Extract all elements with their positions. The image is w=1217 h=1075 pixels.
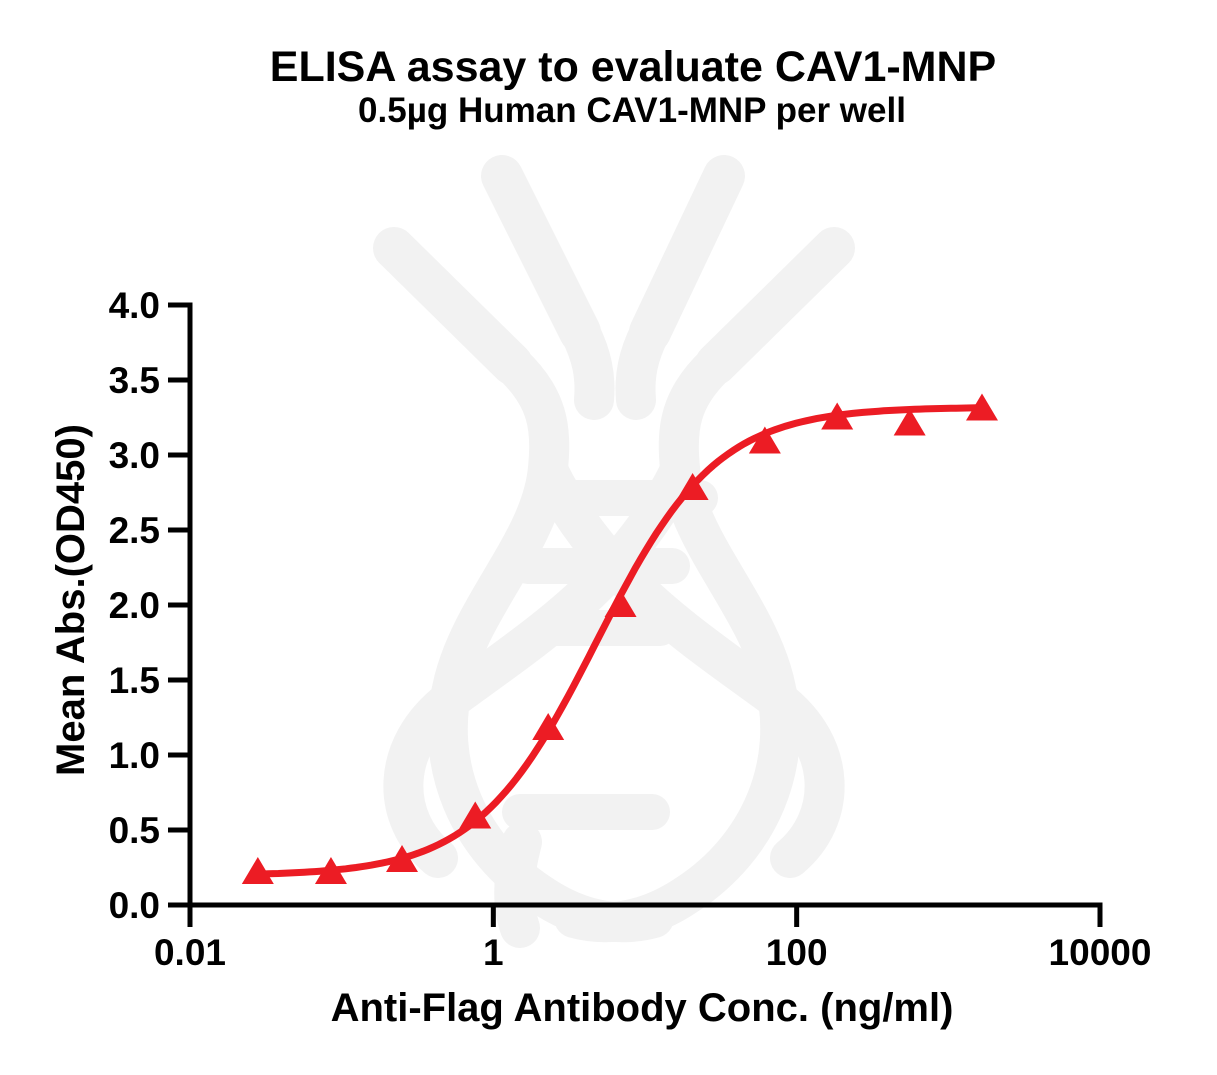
watermark-strand [560, 312, 615, 420]
x-tick-label: 1 [483, 932, 504, 973]
data-point-marker [748, 426, 781, 454]
y-tick-label: 0.5 [109, 810, 160, 851]
y-tick-label: 4.0 [109, 285, 160, 326]
data-point-marker [893, 408, 926, 436]
watermark-outer-right-arm [695, 227, 855, 385]
y-tick-label: 1.5 [109, 660, 160, 701]
axes-layer: 0.0 0.5 1.0 1.5 2.0 2.5 3.0 3.5 4.0 0.01 1 100 10000 [109, 285, 1152, 973]
data-point-marker [821, 402, 854, 430]
y-tick-label: 1.0 [109, 735, 160, 776]
chart-title: ELISA assay to evaluate CAV1-MNP [269, 43, 997, 91]
antibody-dna-watermark-logo [373, 155, 855, 948]
x-tick-label: 0.01 [154, 932, 226, 973]
data-point-marker [241, 857, 274, 884]
x-axis-title: Anti-Flag Antibody Conc. (ng/ml) [330, 986, 954, 1030]
x-tick-label: 10000 [1049, 932, 1152, 973]
y-tick-label: 2.0 [109, 585, 160, 626]
y-tick-label: 0.0 [109, 885, 160, 926]
watermark-strand [615, 312, 670, 420]
data-point-marker [314, 857, 347, 884]
data-point-marker [965, 393, 998, 421]
data-point-marker [386, 845, 419, 872]
data-point-marker [459, 801, 492, 829]
watermark-strand-tail [494, 822, 542, 948]
x-tick-label: 100 [766, 932, 828, 973]
y-tick-label: 2.5 [109, 510, 160, 551]
y-tick-label: 3.5 [109, 360, 160, 401]
watermark-inner-right-arm [629, 155, 745, 353]
data-point-marker [532, 713, 565, 740]
watermark-inner-left-arm [481, 155, 601, 353]
chart-subtitle: 0.5µg Human CAV1-MNP per well [358, 91, 906, 130]
data-point-marker [604, 590, 637, 617]
y-tick-label: 3.0 [109, 435, 160, 476]
data-point-marker [676, 473, 709, 500]
watermark-outer-left-arm [373, 227, 533, 385]
y-axis-title: Mean Abs.(OD450) [49, 424, 93, 776]
